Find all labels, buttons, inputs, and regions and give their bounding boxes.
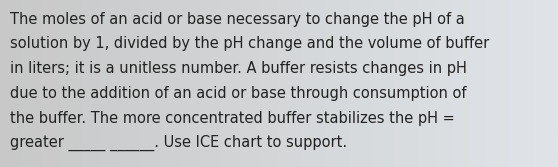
Text: due to the addition of an acid or base through consumption of: due to the addition of an acid or base t…: [10, 86, 466, 101]
Text: the buffer. The more concentrated buffer stabilizes the pH =: the buffer. The more concentrated buffer…: [10, 111, 455, 126]
Text: greater _____ ______. Use ICE chart to support.: greater _____ ______. Use ICE chart to s…: [10, 135, 347, 151]
Text: in liters; it is a unitless number. A buffer resists changes in pH: in liters; it is a unitless number. A bu…: [10, 61, 467, 76]
Text: The moles of an acid or base necessary to change the pH of a: The moles of an acid or base necessary t…: [10, 12, 465, 27]
Text: solution by 1, divided by the pH change and the volume of buffer: solution by 1, divided by the pH change …: [10, 36, 489, 51]
